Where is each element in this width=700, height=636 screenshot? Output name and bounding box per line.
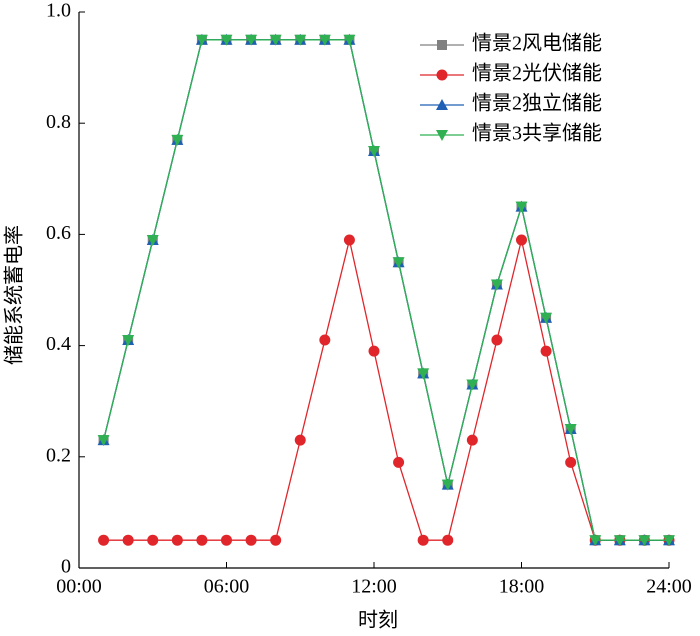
marker	[565, 456, 577, 468]
marker	[147, 534, 159, 546]
series-line	[102, 39, 669, 541]
marker	[221, 534, 232, 546]
marker	[436, 99, 448, 110]
marker	[269, 34, 282, 46]
marker	[294, 34, 307, 46]
marker	[122, 335, 135, 347]
marker	[436, 130, 448, 141]
series-line	[102, 39, 669, 541]
legend-label: 情景3共享储能	[472, 122, 602, 145]
marker	[171, 134, 184, 146]
marker	[564, 424, 577, 435]
series-line	[102, 39, 669, 541]
marker	[245, 34, 258, 46]
marker	[442, 534, 454, 546]
legend-label: 情景2风电储能	[472, 32, 602, 55]
y-tick-label: 0.6	[46, 222, 71, 244]
marker	[540, 312, 553, 324]
legend-label: 情景2独立储能	[472, 92, 602, 115]
legend-label: 情景2光伏储能	[472, 62, 602, 85]
marker	[294, 434, 306, 446]
marker	[613, 535, 626, 547]
marker	[441, 479, 454, 491]
y-tick-label: 0.8	[46, 111, 71, 133]
marker	[196, 534, 208, 546]
marker	[515, 201, 528, 213]
marker	[195, 34, 208, 46]
marker	[466, 379, 479, 391]
x-tick-label: 12:00	[351, 576, 397, 598]
marker	[589, 535, 602, 547]
marker	[638, 535, 651, 547]
marker	[97, 435, 110, 447]
x-tick-label: 00:00	[56, 576, 102, 598]
marker	[318, 34, 331, 46]
marker	[270, 534, 282, 546]
marker	[392, 257, 405, 269]
marker	[490, 279, 503, 291]
marker	[220, 34, 233, 46]
marker	[393, 456, 405, 468]
marker	[319, 334, 331, 346]
marker	[417, 368, 430, 380]
y-axis-label: 储能系统蓄电率	[3, 225, 26, 365]
marker	[663, 535, 675, 547]
marker	[466, 434, 478, 446]
marker	[343, 34, 356, 46]
y-tick-label: 0	[61, 556, 71, 578]
x-tick-label: 06:00	[204, 576, 250, 598]
marker	[122, 534, 134, 546]
marker	[417, 534, 429, 546]
marker	[516, 234, 527, 246]
marker	[146, 234, 159, 246]
marker	[245, 534, 257, 546]
marker	[98, 534, 110, 546]
marker	[343, 234, 355, 246]
marker	[171, 534, 183, 546]
marker	[540, 345, 552, 357]
marker	[437, 40, 447, 50]
marker	[491, 334, 503, 346]
marker	[436, 69, 448, 81]
y-tick-label: 0.4	[46, 333, 71, 355]
x-tick-label: 24:00	[646, 576, 692, 598]
marker	[368, 146, 380, 157]
x-axis-label: 时刻	[358, 609, 398, 632]
x-tick-label: 18:00	[499, 576, 545, 598]
series-line	[103, 239, 669, 541]
y-tick-label: 0.2	[46, 444, 71, 466]
y-tick-label: 1.0	[46, 0, 71, 22]
marker	[368, 345, 380, 357]
